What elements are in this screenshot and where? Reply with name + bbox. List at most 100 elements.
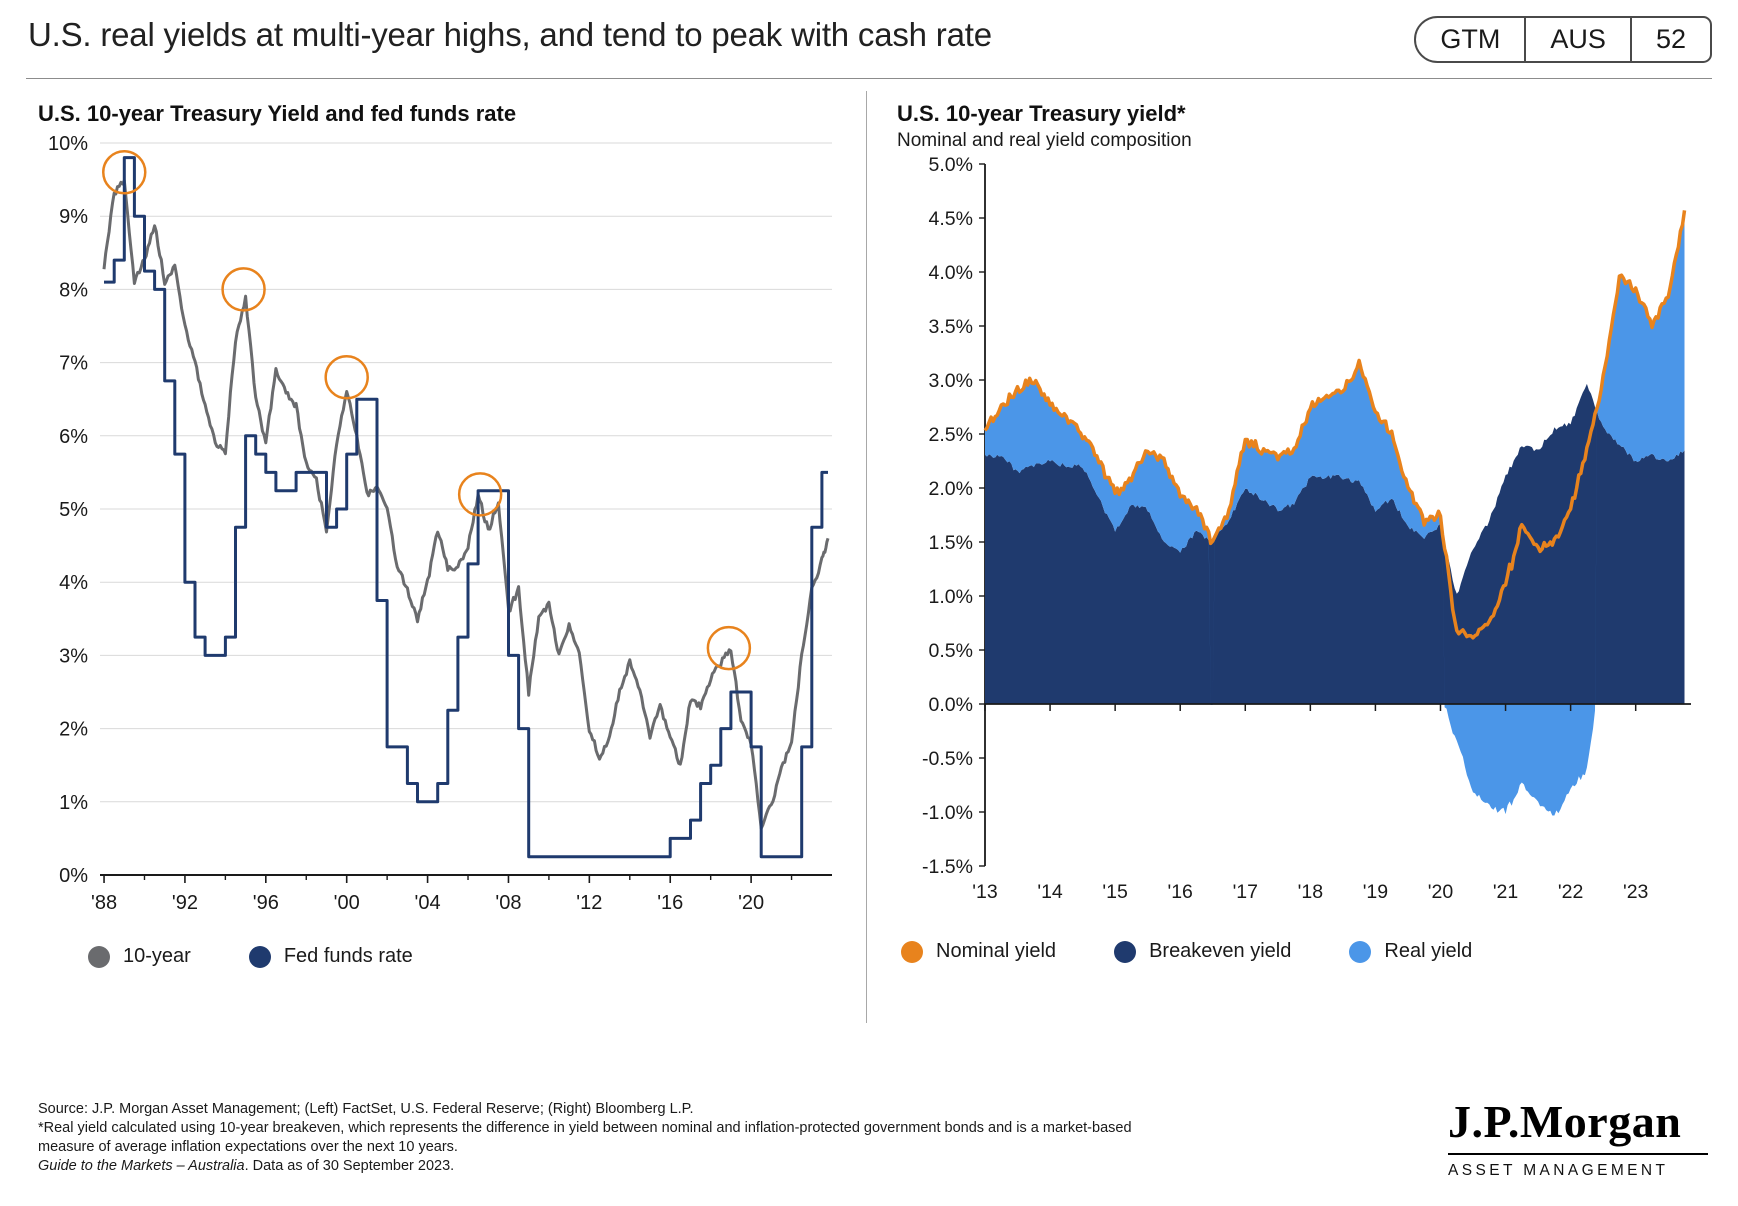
legend-item-fed-funds-rate: Fed funds rate: [248, 945, 413, 968]
legend-dot: [1349, 940, 1372, 963]
real-yield-area: [985, 210, 1685, 816]
x-axis-tick-label: '20: [738, 892, 764, 914]
legend-dot: [1114, 940, 1137, 963]
y-axis-tick-label: 0.5%: [929, 640, 973, 662]
x-axis-tick-label: '14: [1037, 881, 1063, 903]
logo-brand-wordmark: J.P.Morgan: [1448, 1096, 1682, 1147]
legend-label: Nominal yield: [936, 940, 1057, 962]
footer: Source: J.P. Morgan Asset Management; (L…: [38, 1100, 1132, 1176]
y-axis-tick-label: 4.5%: [929, 208, 973, 230]
y-axis-tick-label: -1.5%: [922, 856, 973, 878]
legend-item-nominal-yield: Nominal yield: [901, 940, 1056, 963]
fed-funds-line: [104, 156, 828, 859]
x-axis-tick-label: '13: [972, 881, 997, 903]
y-axis-tick-label: 0%: [59, 865, 88, 887]
peak-circle-annotation: [706, 625, 752, 671]
legend-label: Breakeven yield: [1149, 940, 1292, 962]
y-axis-tick-label: 2%: [59, 719, 88, 741]
legend-dot: [88, 945, 110, 968]
x-axis-tick-label: '20: [1428, 881, 1454, 903]
y-axis-tick-label: -0.5%: [922, 748, 973, 770]
footnote-line-2: measure of average inflation expectation…: [38, 1139, 458, 1155]
nominal-yield-line: [983, 210, 1687, 640]
peak-circle-annotation: [221, 267, 266, 312]
ten-year-line: [102, 179, 830, 830]
x-axis-tick-label: '19: [1363, 881, 1388, 903]
y-axis-tick-label: 4.0%: [929, 262, 973, 284]
x-axis-tick-label: '16: [1167, 881, 1192, 903]
x-axis-tick-label: '21: [1493, 881, 1518, 903]
right-panel: U.S. 10-year Treasury yield* Nominal and…: [867, 85, 1728, 1023]
header: U.S. real yields at multi-year highs, an…: [0, 0, 1738, 63]
legend-dot: [901, 940, 923, 963]
x-axis-tick-label: '16: [657, 892, 683, 914]
y-axis-tick-label: 3%: [59, 645, 88, 667]
gtm-reference-date: . Data as of 30 September 2023.: [244, 1158, 455, 1174]
legend-label: Real yield: [1384, 940, 1473, 962]
x-axis-tick-label: '96: [253, 892, 279, 914]
gtm-badge: GTM AUS 52: [1414, 16, 1712, 63]
left-chart-title: U.S. 10-year Treasury Yield and fed fund…: [38, 101, 517, 126]
jpmorgan-logo: J.P.Morgan ASSET MANAGEMENT: [1448, 1095, 1708, 1180]
breakeven-area: [985, 383, 1685, 704]
x-axis-tick-label: '17: [1233, 881, 1258, 903]
header-rule: [26, 78, 1712, 79]
footnote-line-1: *Real yield calculated using 10-year bre…: [38, 1120, 1132, 1136]
badge-page-number: 52: [1629, 18, 1710, 61]
y-axis-tick-label: 7%: [59, 353, 88, 375]
y-axis-tick-label: 4%: [59, 572, 88, 594]
legend-dot: [248, 945, 271, 968]
legend-item-10-year: 10-year: [88, 945, 191, 968]
y-axis-tick-label: -1.0%: [922, 802, 973, 824]
charts-row: U.S. 10-year Treasury Yield and fed fund…: [0, 79, 1738, 1023]
page-title: U.S. real yields at multi-year highs, an…: [28, 16, 992, 53]
x-axis-tick-label: '15: [1102, 881, 1128, 903]
legend-item-real-yield: Real yield: [1349, 940, 1472, 963]
x-axis-tick-label: '04: [415, 892, 441, 914]
y-axis-tick-label: 0.0%: [929, 694, 973, 716]
right-chart: 5.0% 4.5% 4.0% 3.5% 3.0% 2.5% 2.0% 1.5% 1.0% 0.5%…: [922, 154, 1691, 903]
right-chart-title: U.S. 10-year Treasury yield*: [897, 101, 1186, 126]
x-axis-tick-label: '18: [1298, 881, 1323, 903]
peak-circle-annotation: [102, 150, 147, 195]
logo-divider-rule: [1448, 1153, 1708, 1155]
source-line: Source: J.P. Morgan Asset Management; (L…: [38, 1101, 694, 1117]
y-axis-tick-label: 1.5%: [929, 532, 973, 554]
y-axis-tick-label: 6%: [59, 426, 88, 448]
left-panel: U.S. 10-year Treasury Yield and fed fund…: [10, 85, 866, 1023]
y-axis-tick-label: 2.0%: [929, 478, 973, 500]
y-axis-tick-label: 1%: [59, 792, 88, 814]
peak-circle-annotation: [324, 354, 369, 400]
y-axis-tick-label: 1.0%: [929, 586, 973, 608]
left-chart-legend: 10-year Fed funds rate: [88, 945, 858, 968]
legend-label: 10-year: [123, 945, 191, 967]
y-axis-tick-label: 5.0%: [929, 154, 973, 176]
x-axis-tick-label: '22: [1558, 881, 1583, 903]
badge-region: AUS: [1524, 18, 1630, 61]
x-axis-tick-label: '88: [91, 892, 117, 914]
x-axis-tick-label: '12: [576, 892, 602, 914]
y-axis-tick-label: 2.5%: [929, 424, 973, 446]
right-chart-subtitle: Nominal and real yield composition: [897, 130, 1192, 151]
y-axis-tick-label: 10%: [48, 133, 88, 155]
x-axis-tick-label: '08: [495, 892, 521, 914]
left-chart: 0% 1% 2% 3% 4% 5% 6% 7% 8% 9% 10% '88 '92 '96 '00 '04 '0…: [48, 133, 832, 914]
y-axis-tick-label: 3.5%: [929, 316, 973, 338]
y-axis-tick-label: 5%: [59, 499, 88, 521]
y-axis-tick-label: 8%: [59, 279, 88, 301]
gtm-reference: Guide to the Markets – Australia. Data a…: [38, 1157, 1132, 1176]
logo-division-label: ASSET MANAGEMENT: [1448, 1162, 1669, 1179]
y-axis-tick-label: 3.0%: [929, 370, 973, 392]
x-axis-tick-label: '92: [172, 892, 198, 914]
gtm-reference-title: Guide to the Markets – Australia: [38, 1158, 245, 1174]
x-axis-tick-label: '00: [334, 892, 360, 914]
right-chart-legend: Nominal yield Breakeven yield Real yield: [901, 940, 1722, 963]
y-axis-tick-label: 9%: [59, 206, 88, 228]
badge-gtm: GTM: [1440, 24, 1501, 54]
legend-label: Fed funds rate: [283, 945, 413, 967]
panel-divider: [866, 91, 867, 1023]
legend-item-breakeven-yield: Breakeven yield: [1114, 940, 1291, 963]
peak-circle-annotation: [457, 472, 503, 517]
x-axis-tick-label: '23: [1623, 881, 1648, 903]
